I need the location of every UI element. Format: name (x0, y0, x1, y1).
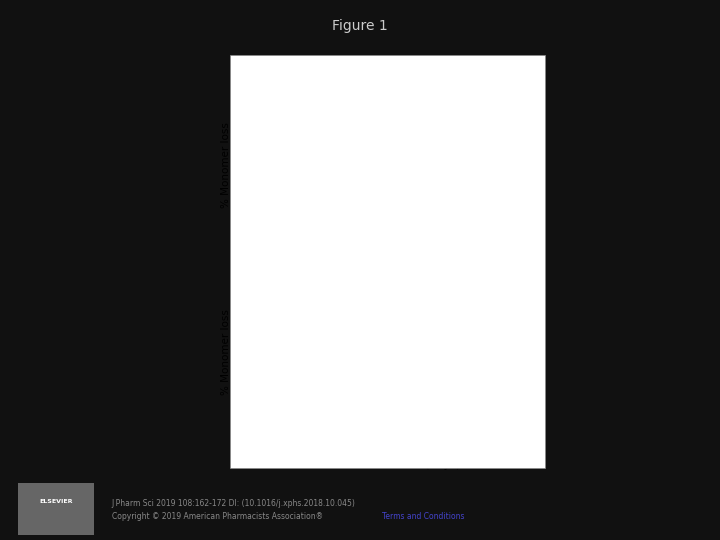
Bar (384, 401, 397, 435)
Bar (412, 396, 426, 435)
Bar (384, 236, 397, 248)
Bar (323, 417, 338, 435)
Bar (472, 406, 486, 435)
X-axis label: Incubation time (days): Incubation time (days) (335, 460, 461, 470)
Bar (500, 196, 514, 248)
Bar (282, 214, 295, 248)
Bar (412, 206, 426, 248)
Bar (310, 247, 323, 248)
Y-axis label: % Monomer loss: % Monomer loss (221, 309, 231, 395)
Y-axis label: % Monomer loss: % Monomer loss (221, 123, 231, 208)
Text: Terms and Conditions: Terms and Conditions (382, 512, 464, 521)
Bar (458, 416, 472, 435)
Bar (472, 231, 486, 248)
Bar (486, 414, 500, 435)
Bar (397, 199, 412, 248)
Bar (295, 406, 310, 435)
Bar (282, 420, 295, 435)
Bar (369, 186, 384, 248)
Text: a: a (265, 87, 275, 103)
Legend: NL-tra siconbec, NL-tra unsiconbed, PEG-nIL-tra siconbec, PEG-mIL-tra unsilicori: NL-tra siconbec, NL-tra unsiconbed, PEG-… (430, 273, 535, 308)
Bar (369, 404, 384, 435)
Bar (295, 244, 310, 248)
Text: J Pharm Sci 2019 108:162-172 DI: (10.1016/j.xphs.2018.10.045): J Pharm Sci 2019 108:162-172 DI: (10.101… (112, 500, 356, 509)
Text: Figure 1: Figure 1 (332, 19, 388, 33)
Bar (458, 135, 472, 248)
Text: Copyright © 2019 American Pharmacists Association®: Copyright © 2019 American Pharmacists As… (112, 512, 328, 521)
Bar (310, 414, 323, 435)
Bar (486, 193, 500, 248)
Bar (397, 394, 412, 435)
Bar (500, 418, 514, 435)
Text: ELSEVIER: ELSEVIER (39, 499, 73, 504)
Legend: NL-tra siconbec, NL-tra unsiconbed, PEG-nIL-tra siconbec, PEG-mIL-tra unsilicori: NL-tra siconbec, NL-tra unsiconbed, PEG-… (430, 86, 535, 122)
Text: b: b (265, 274, 276, 289)
Bar (323, 246, 338, 248)
